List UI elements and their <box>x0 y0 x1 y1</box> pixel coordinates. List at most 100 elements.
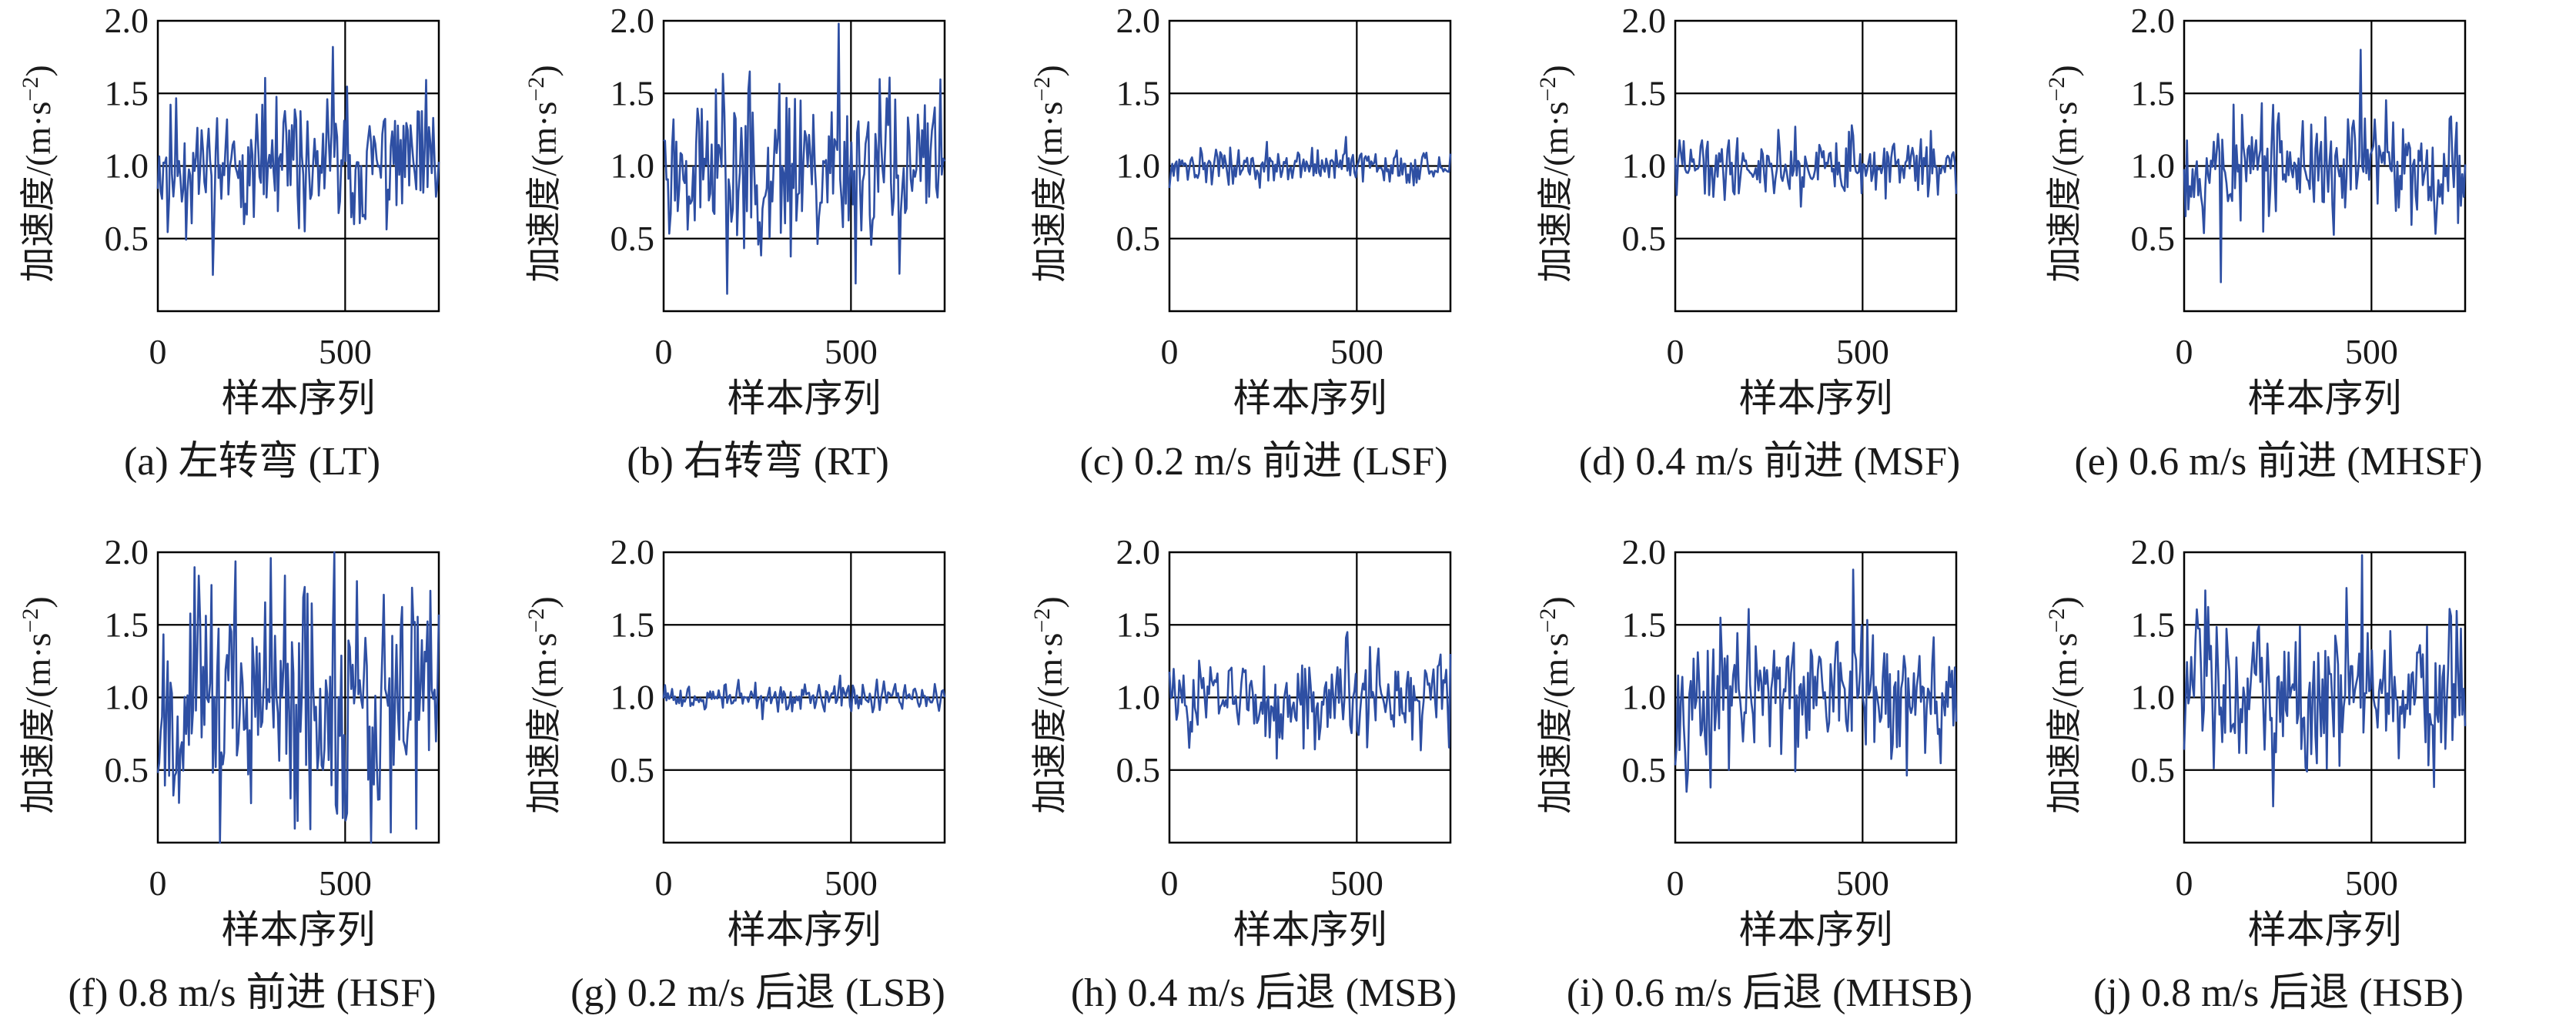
y-axis-label: 加速度/(m·s−2) <box>1535 596 1576 813</box>
subplot-caption: (g) 0.2 m/s 后退 (LSB) <box>570 971 945 1015</box>
y-tick-label: 1.0 <box>1116 678 1161 717</box>
series-line <box>1168 631 1452 760</box>
y-tick-label: 1.5 <box>611 605 655 644</box>
y-tick-label: 2.0 <box>105 532 149 572</box>
x-axis-label: 样本序列 <box>2248 908 2402 951</box>
y-tick-label: 0.5 <box>105 750 149 789</box>
x-tick-label: 0 <box>1161 863 1179 903</box>
x-tick-label: 500 <box>319 332 372 371</box>
x-tick-label: 500 <box>1330 332 1383 371</box>
y-tick-label: 2.0 <box>2131 1 2176 40</box>
x-tick-label: 0 <box>2176 863 2193 903</box>
x-tick-label: 0 <box>2176 332 2193 371</box>
y-tick-label: 1.0 <box>611 678 655 717</box>
series-line <box>663 22 946 295</box>
x-tick-label: 500 <box>825 332 878 371</box>
y-tick-label: 1.0 <box>1116 146 1161 186</box>
y-tick-label: 1.5 <box>1622 605 1667 644</box>
subplot-caption: (d) 0.4 m/s 前进 (MSF) <box>1579 440 1960 484</box>
series-line <box>2183 49 2467 283</box>
y-tick-label: 2.0 <box>105 1 149 40</box>
x-tick-label: 500 <box>1836 863 1889 903</box>
y-tick-label: 0.5 <box>105 219 149 258</box>
subplot-e: 0.5 1.0 1.5 2.0 0 500 样本序列 加速度/(m·s−2) (e) 0.6 m… <box>2044 1 2483 484</box>
y-tick-label: 1.0 <box>105 678 149 717</box>
subplot-caption: (h) 0.4 m/s 后退 (MSB) <box>1071 971 1457 1015</box>
series-line <box>662 674 946 721</box>
x-tick-label: 0 <box>1667 863 1684 903</box>
x-axis-label: 样本序列 <box>222 908 376 951</box>
y-tick-label: 0.5 <box>611 750 655 789</box>
y-tick-label: 1.5 <box>105 605 149 644</box>
y-tick-label: 1.5 <box>1116 73 1161 112</box>
y-tick-label: 0.5 <box>1116 750 1161 789</box>
subplot-j: 0.5 1.0 1.5 2.0 0 500 样本序列 加速度/(m·s−2) (j) 0.8 m… <box>2044 532 2467 1015</box>
subplot-caption: (b) 右转弯 (RT) <box>627 439 889 484</box>
y-tick-label: 2.0 <box>1116 1 1161 40</box>
y-tick-label: 1.0 <box>2131 146 2176 186</box>
series-line <box>1674 124 1958 208</box>
y-tick-label: 2.0 <box>611 532 655 572</box>
subplot-f: 0.5 1.0 1.5 2.0 0 500 样本序列 加速度/(m·s−2) (f) 0.8 m… <box>18 532 440 1015</box>
y-axis-label: 加速度/(m·s−2) <box>524 596 564 813</box>
subplot-caption: (f) 0.8 m/s 前进 (HSF) <box>68 971 436 1015</box>
subplot-caption: (c) 0.2 m/s 前进 (LSF) <box>1079 440 1447 484</box>
y-axis-label: 加速度/(m·s−2) <box>18 596 59 813</box>
x-tick-label: 500 <box>1836 332 1889 371</box>
x-axis-label: 样本序列 <box>728 377 882 420</box>
y-axis-label: 加速度/(m·s−2) <box>1535 65 1576 282</box>
x-tick-label: 0 <box>149 332 167 371</box>
subplot-caption: (e) 0.6 m/s 前进 (MHSF) <box>2074 440 2482 484</box>
y-tick-label: 0.5 <box>1622 219 1667 258</box>
y-tick-label: 2.0 <box>1622 532 1667 572</box>
x-tick-label: 0 <box>149 863 167 903</box>
y-tick-label: 0.5 <box>2131 750 2176 789</box>
y-tick-label: 1.5 <box>611 73 655 112</box>
x-tick-label: 0 <box>1161 332 1179 371</box>
y-axis-label: 加速度/(m·s−2) <box>18 65 59 282</box>
series-line <box>2183 554 2467 808</box>
x-tick-label: 500 <box>2345 863 2398 903</box>
x-axis-label: 样本序列 <box>1739 908 1893 951</box>
series-line <box>1168 136 1452 189</box>
subplot-h: 0.5 1.0 1.5 2.0 0 500 样本序列 加速度/(m·s−2) (h) 0.4 m… <box>1029 532 1457 1015</box>
series-line <box>156 551 440 844</box>
x-tick-label: 0 <box>655 863 673 903</box>
y-tick-label: 1.0 <box>2131 678 2176 717</box>
x-axis-label: 样本序列 <box>1233 377 1387 420</box>
x-axis-label: 样本序列 <box>2248 377 2402 420</box>
y-axis-label: 加速度/(m·s−2) <box>2044 596 2085 813</box>
y-tick-label: 1.5 <box>1622 73 1667 112</box>
x-tick-label: 500 <box>1330 863 1383 903</box>
y-tick-label: 1.0 <box>1622 146 1667 186</box>
y-tick-label: 1.0 <box>1622 678 1667 717</box>
x-axis-label: 样本序列 <box>728 908 882 951</box>
y-tick-label: 0.5 <box>1116 219 1161 258</box>
y-tick-label: 2.0 <box>611 1 655 40</box>
subplot-a: 0.5 1.0 1.5 2.0 0 500 样本序列 加速度/(m·s−2) (a) 左转弯 (… <box>18 1 440 484</box>
series-line <box>156 45 440 277</box>
x-tick-label: 0 <box>1667 332 1684 371</box>
x-tick-label: 0 <box>655 332 673 371</box>
subplot-g: 0.5 1.0 1.5 2.0 0 500 样本序列 加速度/(m·s−2) (g) 0.2 m… <box>524 532 946 1015</box>
y-tick-label: 1.5 <box>2131 73 2176 112</box>
subplot-i: 0.5 1.0 1.5 2.0 0 500 样本序列 加速度/(m·s−2) (i) 0.6 m… <box>1535 532 1973 1015</box>
subplot-b: 0.5 1.0 1.5 2.0 0 500 样本序列 加速度/(m·s−2) (b) 右转弯 (… <box>524 1 946 484</box>
y-tick-label: 0.5 <box>611 219 655 258</box>
series-line <box>1674 568 1958 793</box>
x-tick-label: 500 <box>319 863 372 903</box>
x-axis-label: 样本序列 <box>222 377 376 420</box>
y-tick-label: 0.5 <box>2131 219 2176 258</box>
subplot-caption: (a) 左转弯 (LT) <box>124 439 380 484</box>
y-tick-label: 1.5 <box>1116 605 1161 644</box>
x-axis-label: 样本序列 <box>1739 377 1893 420</box>
y-tick-label: 2.0 <box>2131 532 2176 572</box>
subplot-caption: (j) 0.8 m/s 后退 (HSB) <box>2093 971 2464 1015</box>
y-axis-label: 加速度/(m·s−2) <box>524 65 564 282</box>
y-tick-label: 2.0 <box>1622 1 1667 40</box>
y-tick-label: 1.0 <box>105 146 149 186</box>
x-tick-label: 500 <box>2345 332 2398 371</box>
x-axis-label: 样本序列 <box>1233 908 1387 951</box>
y-axis-label: 加速度/(m·s−2) <box>1029 65 1070 282</box>
